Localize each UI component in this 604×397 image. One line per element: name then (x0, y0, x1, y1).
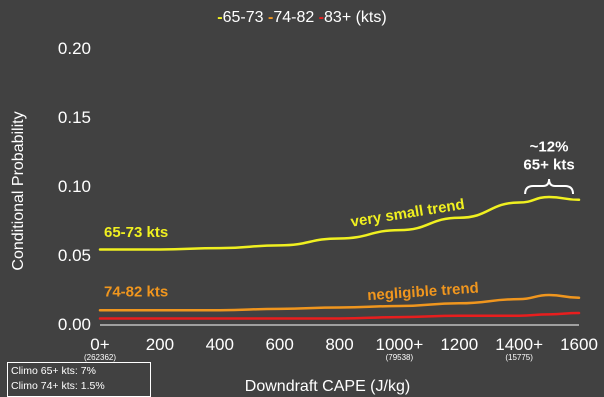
y-tick-label: 0.10 (58, 177, 91, 196)
brace-annotation (524, 178, 575, 195)
annotation-label: negligible trend (367, 280, 480, 305)
y-axis-title: Conditional Probability (10, 111, 27, 270)
x-tick-label: 200 (146, 335, 174, 354)
x-tick-label: 400 (206, 335, 234, 354)
legend-entry: 83+ (324, 9, 351, 26)
x-axis-title: Downdraft CAPE (J/kg) (245, 378, 410, 395)
annotation-label: 65-73 kts (104, 224, 168, 241)
x-tick-label: 1600 (560, 335, 598, 354)
series-line-65-73 (98, 195, 581, 251)
x-tick-label: 1000+ (376, 335, 424, 354)
annotation-label: 74-82 kts (104, 283, 168, 300)
series-line-74-82 (98, 293, 581, 312)
climo-74-line: Climo 74+ kts: 1.5% (11, 380, 105, 392)
climatology-box: Climo 65+ kts: 7% Climo 74+ kts: 1.5% (7, 362, 151, 397)
chart-legend: -65-73 -74-82 -83+ (kts) (217, 9, 386, 26)
y-tick-label: 0.00 (58, 315, 91, 334)
y-tick-label: 0.20 (58, 39, 91, 58)
series-line-83plus (98, 311, 581, 320)
legend-unit: (kts) (351, 9, 387, 26)
climo-65-line: Climo 65+ kts: 7% (11, 365, 96, 377)
x-tick-label: 0+ (90, 335, 109, 354)
y-tick-label: 0.15 (58, 108, 91, 127)
x-tick-count: (79538) (386, 353, 414, 362)
series-lines (98, 195, 581, 320)
annotation-label: ~12% (530, 139, 569, 156)
legend-entry: 65-73 (223, 9, 264, 26)
x-tick-count: (262362) (84, 353, 116, 362)
legend-swatch: - (314, 9, 324, 26)
x-tick-label: 1400+ (495, 335, 543, 354)
legend-swatch: - (217, 9, 222, 26)
legend-swatch: - (264, 9, 274, 26)
x-tick-label: 1200 (440, 335, 478, 354)
x-tick-label: 600 (265, 335, 293, 354)
annotations: 65-73 kts 74-82 kts very small trend neglig… (104, 139, 575, 305)
x-tick-label: 800 (325, 335, 353, 354)
y-tick-label: 0.05 (58, 246, 91, 265)
y-axis-ticks: 0.00 0.05 0.10 0.15 0.20 (58, 39, 91, 334)
legend-line: -65-73 -74-82 -83+ (kts) (217, 9, 386, 26)
legend-entry: 74-82 (273, 9, 314, 26)
x-axis-ticks: 0+(262362) 200 400 600 800 1000+(79538) 1200 14… (84, 335, 598, 362)
annotation-label: very small trend (349, 196, 465, 231)
x-tick-count: (15775) (505, 353, 533, 362)
annotation-label: 65+ kts (523, 156, 574, 173)
